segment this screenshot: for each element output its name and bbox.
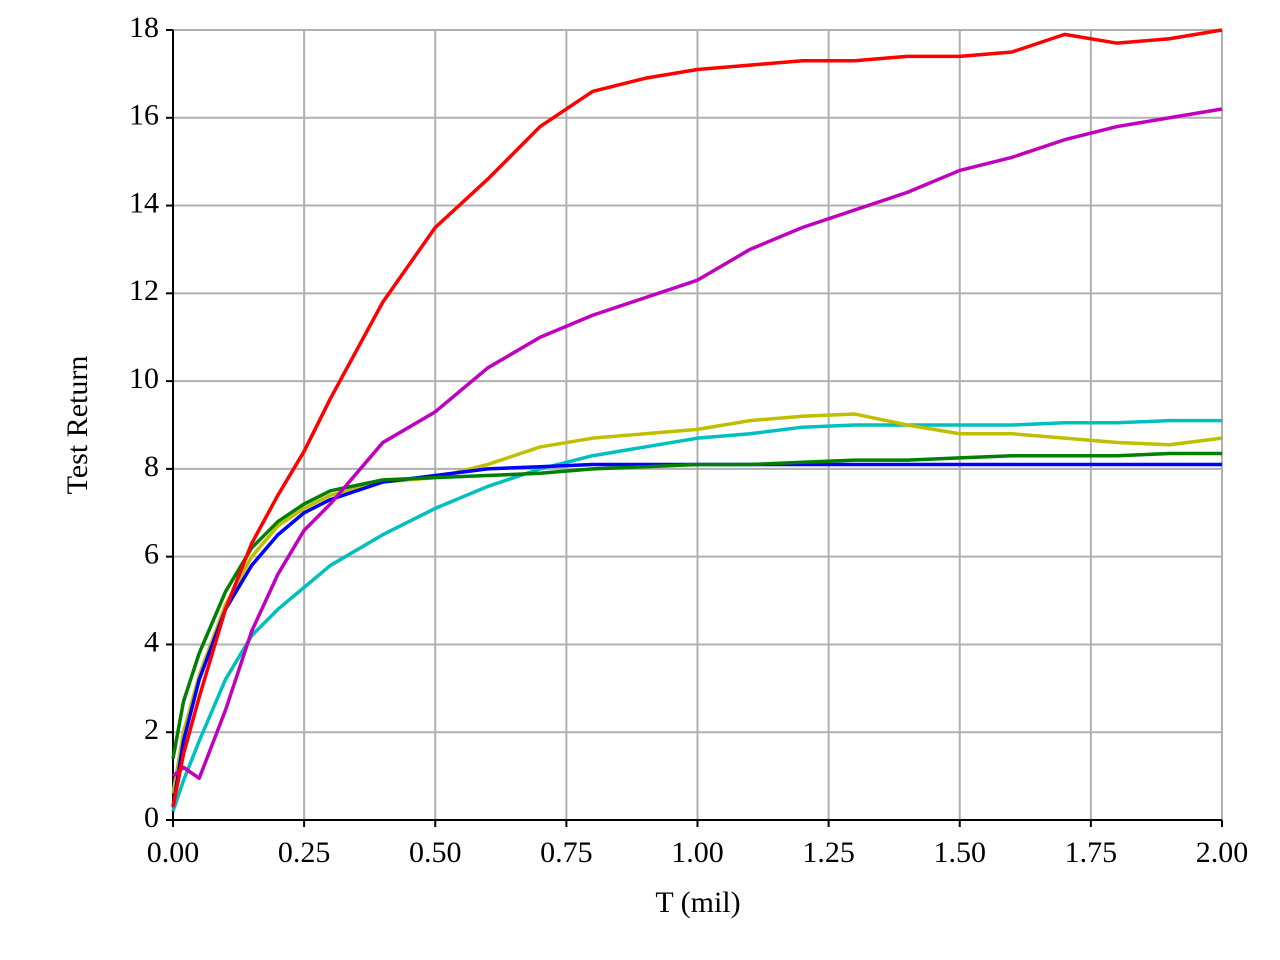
x-tick-label: 1.50 bbox=[934, 836, 987, 869]
x-axis-label: T (mil) bbox=[655, 886, 740, 919]
y-tick-label: 16 bbox=[129, 99, 159, 132]
y-tick-label: 8 bbox=[144, 450, 159, 483]
line-series bbox=[171, 412, 1223, 794]
x-tick-label: 1.75 bbox=[1065, 836, 1118, 869]
x-tick-label: 1.25 bbox=[802, 836, 855, 869]
y-tick-label: 6 bbox=[144, 538, 159, 571]
line-series bbox=[171, 28, 1223, 808]
y-tick-label: 4 bbox=[144, 625, 159, 658]
x-tick-label: 0.00 bbox=[147, 836, 200, 869]
x-tick-label: 1.00 bbox=[671, 836, 724, 869]
y-axis-label: Test Return bbox=[61, 356, 94, 495]
line-series bbox=[171, 462, 1222, 808]
y-tick-label: 0 bbox=[144, 801, 159, 834]
x-tick-label: 0.50 bbox=[409, 836, 462, 869]
x-tick-label: 0.75 bbox=[540, 836, 593, 869]
y-tick-label: 10 bbox=[129, 362, 159, 395]
y-tick-label: 18 bbox=[129, 11, 159, 44]
y-tick-label: 2 bbox=[144, 713, 159, 746]
line-series bbox=[171, 107, 1223, 781]
x-tick-label: 2.00 bbox=[1196, 836, 1249, 869]
y-tick-label: 14 bbox=[129, 186, 159, 219]
y-tick-label: 12 bbox=[129, 274, 159, 307]
x-tick-label: 0.25 bbox=[278, 836, 331, 869]
